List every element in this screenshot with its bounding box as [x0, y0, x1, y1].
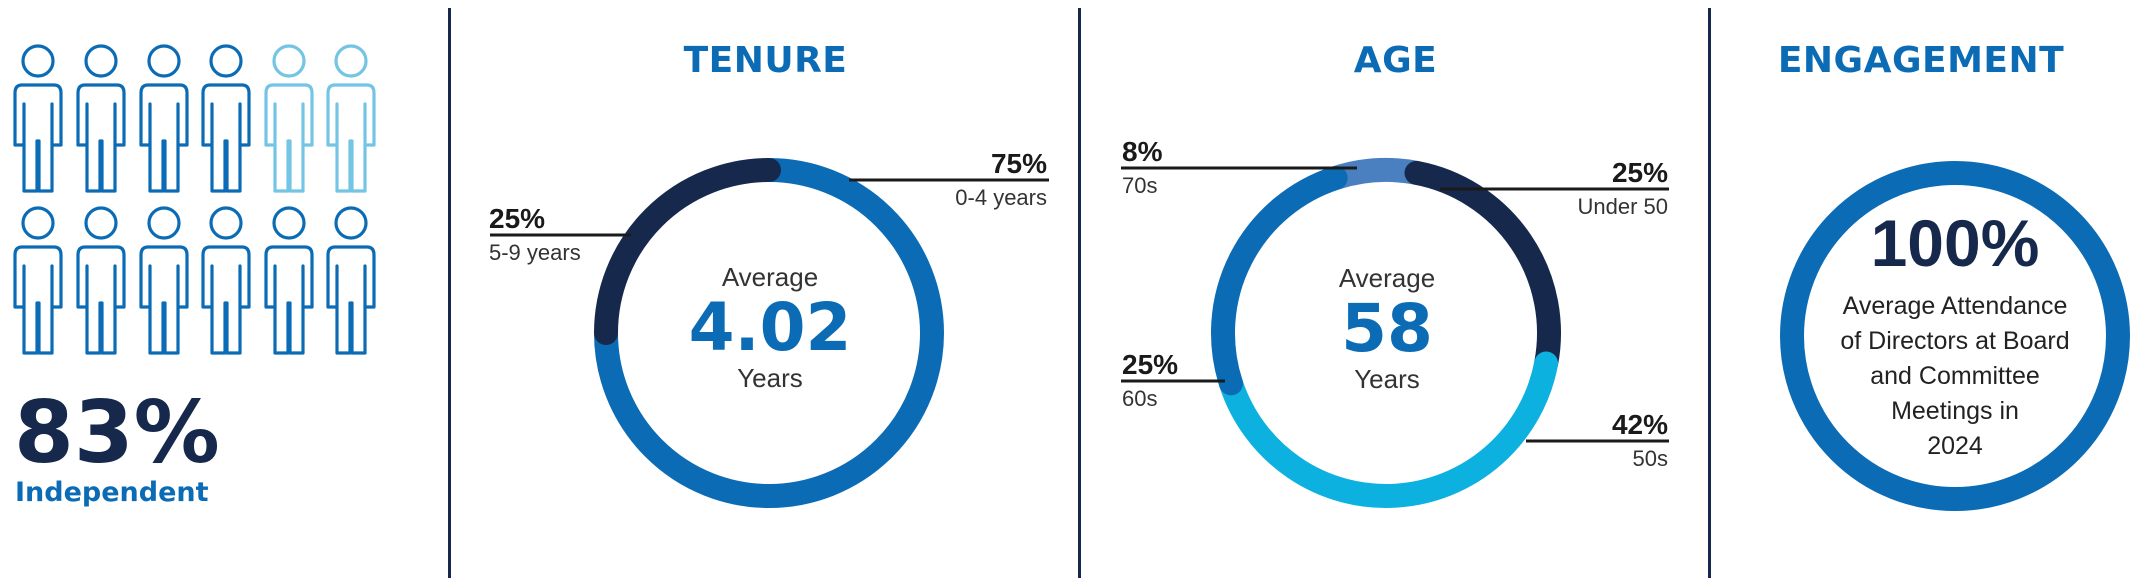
age-segment-60s	[1211, 165, 1348, 396]
engagement-ring	[1780, 161, 2130, 511]
age-average-label: Average	[1338, 263, 1436, 293]
divider-1	[448, 8, 451, 578]
engagement-donut-chart: 100% Average Attendance of Directors at Bo…	[1780, 161, 2130, 511]
engagement-caption-line: Average Attendance	[1843, 292, 2068, 320]
age-average-value: 58	[1341, 290, 1433, 367]
independent-person-icon	[76, 44, 126, 193]
engagement-caption-line: of Directors at Board	[1840, 327, 2069, 355]
tenure-average-unit: Years	[737, 363, 803, 393]
independent-person-icon	[13, 44, 63, 193]
engagement-caption-line: and Committee	[1870, 362, 2040, 390]
tenure-5-9-years-percent: 25%	[489, 203, 545, 234]
independent-person-icon	[13, 206, 63, 355]
tenure-segment-5-9-years	[594, 158, 781, 345]
tenure-center: Average 4.02 Years	[670, 262, 870, 394]
independent-person-icon	[201, 206, 251, 355]
engagement-caption-line: Meetings in	[1891, 397, 2019, 425]
tenure-segment-0-4-years	[594, 158, 944, 508]
people-grid	[13, 44, 376, 355]
age-segment-70s	[1323, 158, 1429, 190]
tenure-donut-chart: 75% 0-4 years 25% 5-9 years	[489, 148, 1049, 508]
tenure-average-value: 4.02	[688, 289, 852, 366]
independent-person-icon	[326, 206, 376, 355]
tenure-5-9-years-label: 5-9 years	[489, 240, 581, 265]
non-independent-person-icon	[326, 44, 376, 193]
divider-2	[1078, 8, 1081, 578]
age-50s-label: 50s	[1633, 446, 1668, 471]
divider-3	[1708, 8, 1711, 578]
tenure-title: TENURE	[683, 40, 848, 81]
engagement-caption-line: 2024	[1927, 432, 1983, 460]
age-60s-percent: 25%	[1122, 349, 1178, 380]
independence-percent: 83%	[14, 383, 220, 483]
age-under-50-label: Under 50	[1577, 194, 1668, 219]
engagement-title: ENGAGEMENT	[1777, 40, 2065, 81]
tenure-panel: TENURE 75% 0-4 years 25% 5-9 years Average …	[451, 0, 1080, 587]
age-center: Average 58 Years	[1287, 263, 1487, 395]
non-independent-person-icon	[264, 44, 314, 193]
age-70s-percent: 8%	[1122, 136, 1163, 167]
age-segment-50s	[1218, 351, 1559, 508]
age-60s-label: 60s	[1122, 386, 1157, 411]
tenure-0-4-years-percent: 75%	[991, 148, 1047, 179]
independence-panel: 83% Independent	[0, 0, 450, 587]
age-panel: AGE 25% Under 50 42% 50s 25% 60s 8% 70s Average…	[1081, 0, 1710, 587]
engagement-panel: ENGAGEMENT 100% Average Attendance of Dire…	[1711, 0, 2135, 587]
independence-label: Independent	[15, 477, 209, 508]
independent-person-icon	[201, 44, 251, 193]
independent-person-icon	[139, 206, 189, 355]
tenure-0-4-years-label: 0-4 years	[955, 185, 1047, 210]
independent-person-icon	[139, 44, 189, 193]
independent-person-icon	[76, 206, 126, 355]
age-50s-percent: 42%	[1612, 409, 1668, 440]
age-under-50-percent: 25%	[1612, 157, 1668, 188]
engagement-percent: 100%	[1871, 206, 2040, 280]
tenure-average-label: Average	[721, 262, 819, 292]
age-donut-chart: 25% Under 50 42% 50s 25% 60s 8% 70s	[1121, 136, 1669, 508]
age-70s-label: 70s	[1122, 173, 1157, 198]
age-segment-under-50	[1404, 160, 1561, 376]
age-title: AGE	[1353, 40, 1438, 81]
age-average-unit: Years	[1354, 364, 1420, 394]
independent-person-icon	[264, 206, 314, 355]
